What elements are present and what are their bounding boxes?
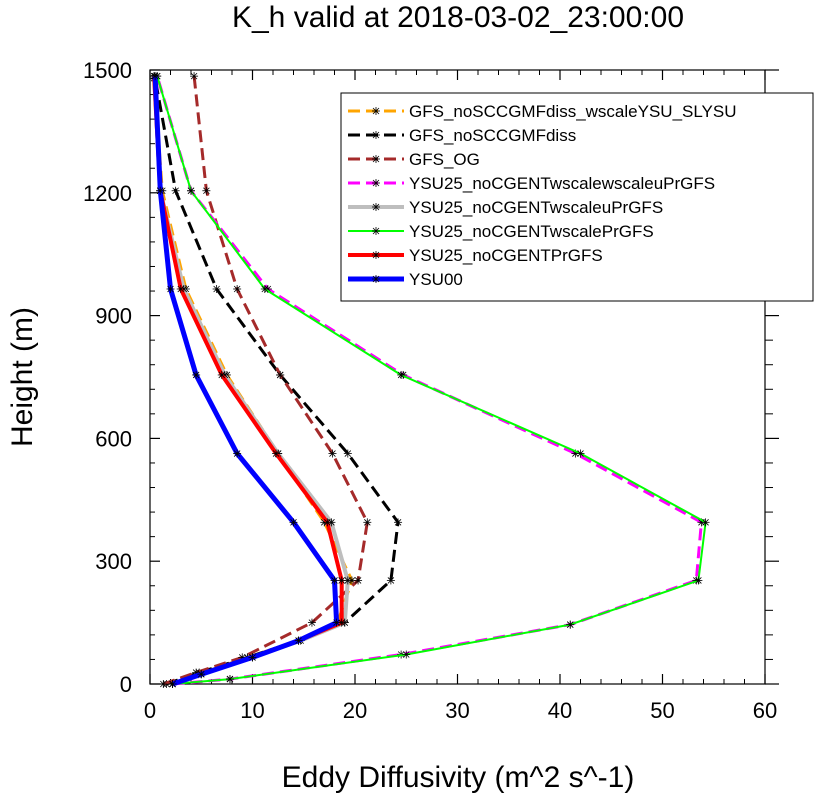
data-point (190, 72, 199, 81)
legend-marker (372, 179, 380, 187)
legend-item: YSU25_noCGENTwscaleuPrGFS (348, 198, 663, 217)
series-line (162, 75, 369, 686)
data-point (202, 186, 211, 195)
data-point (337, 576, 346, 585)
x-tick-label: 0 (144, 698, 156, 723)
legend-label: YSU00 (409, 270, 463, 289)
data-point (212, 284, 221, 293)
chart-title: K_h valid at 2018-03-02_23:00:00 (232, 1, 684, 34)
legend: GFS_noSCCGMFdiss_wscaleYSU_SLYSU GFS_noSC… (340, 92, 814, 302)
data-point (394, 518, 403, 527)
legend-label: GFS_noSCCGMFdiss_wscaleYSU_SLYSU (409, 102, 737, 121)
legend-item: YSU25_noCGENTwscalePrGFS (348, 222, 654, 241)
y-tick-label: 0 (120, 672, 132, 697)
series-0 (150, 74, 356, 688)
data-point (328, 449, 337, 458)
data-point (225, 675, 234, 684)
legend-label: YSU25_noCGENTwscalePrGFS (409, 222, 654, 241)
y-axis-label: Height (m) (6, 307, 39, 447)
data-point (159, 680, 168, 688)
series-line (152, 75, 344, 686)
data-point (233, 284, 242, 293)
data-point (354, 576, 363, 585)
data-point (233, 449, 242, 458)
legend-marker (372, 131, 380, 139)
y-tick-label: 300 (95, 549, 132, 574)
data-point (323, 518, 332, 527)
data-point (289, 518, 298, 527)
x-tick-label: 60 (753, 698, 777, 723)
data-point (276, 370, 285, 379)
y-tick-label: 600 (95, 426, 132, 451)
data-point (386, 576, 395, 585)
legend-label: YSU25_noCGENTPrGFS (409, 246, 603, 265)
y-tick-label: 1500 (83, 58, 132, 83)
data-point (576, 449, 585, 458)
legend-marker (372, 227, 380, 235)
data-point (197, 670, 206, 679)
data-point (166, 284, 175, 293)
data-point (397, 370, 406, 379)
legend-marker (372, 203, 380, 211)
y-tick-label: 1200 (83, 181, 132, 206)
data-point (168, 680, 177, 688)
legend-marker (372, 155, 380, 163)
data-point (694, 576, 703, 585)
legend-label: YSU25_noCGENTwscalewscaleuPrGFS (409, 174, 715, 193)
data-point (156, 186, 165, 195)
series-layer (150, 72, 710, 688)
data-point (192, 370, 201, 379)
data-point (332, 618, 341, 627)
data-point (260, 284, 269, 293)
x-tick-label: 30 (445, 698, 469, 723)
series-4 (150, 72, 352, 688)
data-point (176, 284, 185, 293)
data-point (171, 186, 180, 195)
data-point (294, 636, 303, 645)
series-6 (150, 72, 346, 688)
legend-label: GFS_OG (409, 150, 480, 169)
x-tick-label: 40 (548, 698, 572, 723)
legend-label: GFS_noSCCGMFdiss (409, 126, 576, 145)
legend-marker (372, 251, 380, 259)
data-point (337, 618, 346, 627)
data-point (307, 618, 316, 627)
series-7 (151, 72, 341, 688)
legend-marker (372, 275, 380, 283)
legend-item: YSU25_noCGENTwscalewscaleuPrGFS (348, 174, 715, 193)
y-tick-label: 900 (95, 304, 132, 329)
legend-marker (372, 107, 380, 115)
legend-item: GFS_noSCCGMFdiss (348, 126, 576, 145)
x-tick-label: 20 (343, 698, 367, 723)
x-tick-label: 50 (650, 698, 674, 723)
data-point (330, 576, 339, 585)
data-point (343, 449, 352, 458)
data-point (272, 449, 281, 458)
legend-box (340, 92, 814, 302)
data-point (566, 620, 575, 629)
data-point (701, 518, 710, 527)
series-2 (159, 72, 372, 688)
legend-label: YSU25_noCGENTwscaleuPrGFS (409, 198, 663, 217)
legend-item: YSU00 (348, 270, 463, 289)
x-axis-label: Eddy Diffusivity (m^2 s^-1) (282, 761, 635, 794)
data-point (151, 72, 160, 81)
data-point (217, 370, 226, 379)
legend-item: GFS_noSCCGMFdiss_wscaleYSU_SLYSU (348, 102, 737, 121)
legend-item: YSU25_noCGENTPrGFS (348, 246, 603, 265)
legend-item: GFS_OG (348, 150, 480, 169)
series-line (152, 75, 340, 687)
data-point (248, 653, 257, 662)
data-point (187, 186, 195, 195)
x-tick-label: 10 (240, 698, 264, 723)
data-point (402, 650, 411, 659)
data-point (363, 518, 372, 527)
